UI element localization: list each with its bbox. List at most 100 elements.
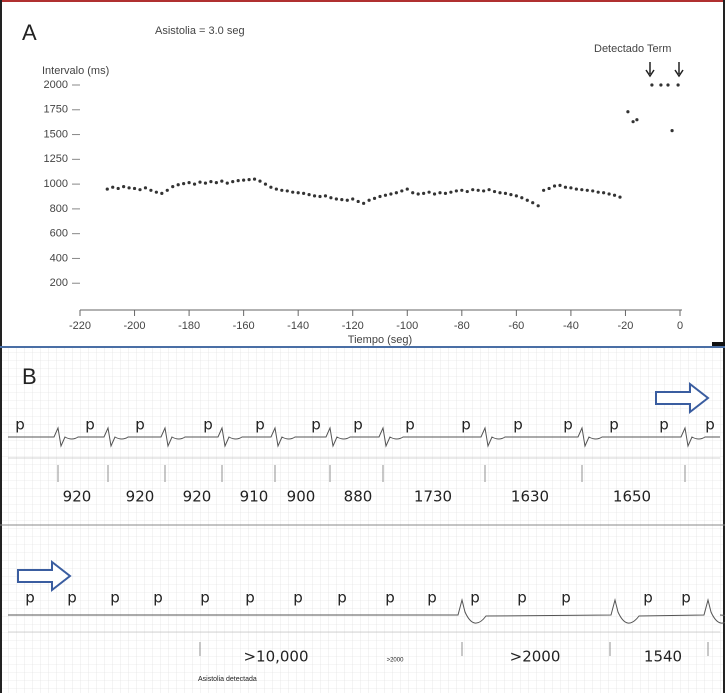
point: [177, 183, 180, 186]
y-tick-label: 400: [50, 252, 68, 264]
y-tick-label: 200: [50, 277, 68, 289]
point: [438, 191, 441, 194]
annotation: Asistolia = 3.0 seg: [155, 25, 245, 37]
point: [269, 186, 272, 189]
p-wave-label: p: [705, 416, 715, 434]
point: [580, 188, 583, 191]
point: [631, 120, 634, 123]
point: [389, 192, 392, 195]
interval-label: 920: [63, 488, 92, 506]
point: [455, 189, 458, 192]
p-wave-label: p: [609, 416, 619, 434]
small-interval: >2000: [387, 658, 405, 664]
y-axis-label: Intervalo (ms): [42, 65, 109, 77]
point: [498, 191, 501, 194]
point: [204, 182, 207, 185]
p-wave-label: p: [563, 416, 573, 434]
point: [253, 178, 256, 181]
point: [417, 192, 420, 195]
interval-label: 920: [183, 488, 212, 506]
y-tick-label: 800: [50, 203, 68, 215]
point: [324, 194, 327, 197]
point: [449, 191, 452, 194]
point: [558, 184, 561, 187]
point: [526, 199, 529, 202]
point: [329, 196, 332, 199]
point: [591, 189, 594, 192]
point: [155, 191, 158, 194]
point: [144, 186, 147, 189]
point: [547, 187, 550, 190]
x-tick-label: -220: [69, 320, 91, 332]
point: [433, 192, 436, 195]
point: [117, 187, 120, 190]
p-wave-label: p: [25, 589, 35, 607]
point: [138, 188, 141, 191]
p-wave-label: p: [561, 589, 571, 607]
interval-label: 1540: [644, 648, 682, 666]
point: [335, 197, 338, 200]
point: [275, 187, 278, 190]
p-wave-label: p: [293, 589, 303, 607]
point: [280, 189, 283, 192]
x-tick-label: -60: [508, 320, 524, 332]
x-tick-label: -80: [454, 320, 470, 332]
p-wave-label: p: [110, 589, 120, 607]
point: [127, 186, 130, 189]
point: [297, 191, 300, 194]
point: [575, 187, 578, 190]
x-tick-label: -20: [618, 320, 634, 332]
point: [160, 192, 163, 195]
x-tick-label: -160: [233, 320, 255, 332]
y-tick-label: 600: [50, 228, 68, 240]
point: [406, 187, 409, 190]
corner-mark: [712, 342, 725, 346]
p-wave-label: p: [405, 416, 415, 434]
point: [597, 191, 600, 194]
point: [411, 191, 414, 194]
point: [515, 194, 518, 197]
point: [487, 188, 490, 191]
p-wave-label: p: [200, 589, 210, 607]
point: [171, 185, 174, 188]
point: [400, 189, 403, 192]
y-tick-label: 2000: [44, 79, 68, 91]
point: [477, 189, 480, 192]
point: [670, 129, 673, 132]
p-wave-label: p: [245, 589, 255, 607]
point: [209, 180, 212, 183]
figure: A Asistolia = 3.0 seg Detectado Term Int…: [0, 0, 725, 693]
point: [193, 183, 196, 186]
point: [471, 188, 474, 191]
point: [302, 192, 305, 195]
x-axis-label: Tiempo (seg): [348, 334, 412, 346]
p-wave-label: p: [255, 416, 265, 434]
point: [122, 185, 125, 188]
point: [384, 194, 387, 197]
ecg-paper: [0, 348, 725, 693]
point: [569, 186, 572, 189]
point: [111, 186, 114, 189]
interval-label: >10,000: [243, 648, 308, 666]
interval-label: 1630: [511, 488, 549, 506]
panel-label: B: [22, 364, 37, 389]
event-label: Asistolia detectada: [198, 676, 257, 683]
point: [613, 194, 616, 197]
p-wave-label: p: [513, 416, 523, 434]
interval-label: 900: [287, 488, 316, 506]
p-wave-label: p: [427, 589, 437, 607]
point: [444, 192, 447, 195]
point: [237, 179, 240, 182]
interval-label: 880: [344, 488, 373, 506]
y-tick-label: 1000: [44, 178, 68, 190]
interval-label: 910: [240, 488, 269, 506]
point: [307, 193, 310, 196]
point: [586, 189, 589, 192]
p-wave-label: p: [203, 416, 213, 434]
p-wave-label: p: [643, 589, 653, 607]
point: [220, 180, 223, 183]
interval-label: 1730: [414, 488, 452, 506]
p-wave-label: p: [681, 589, 691, 607]
point: [198, 181, 201, 184]
point: [666, 83, 669, 86]
